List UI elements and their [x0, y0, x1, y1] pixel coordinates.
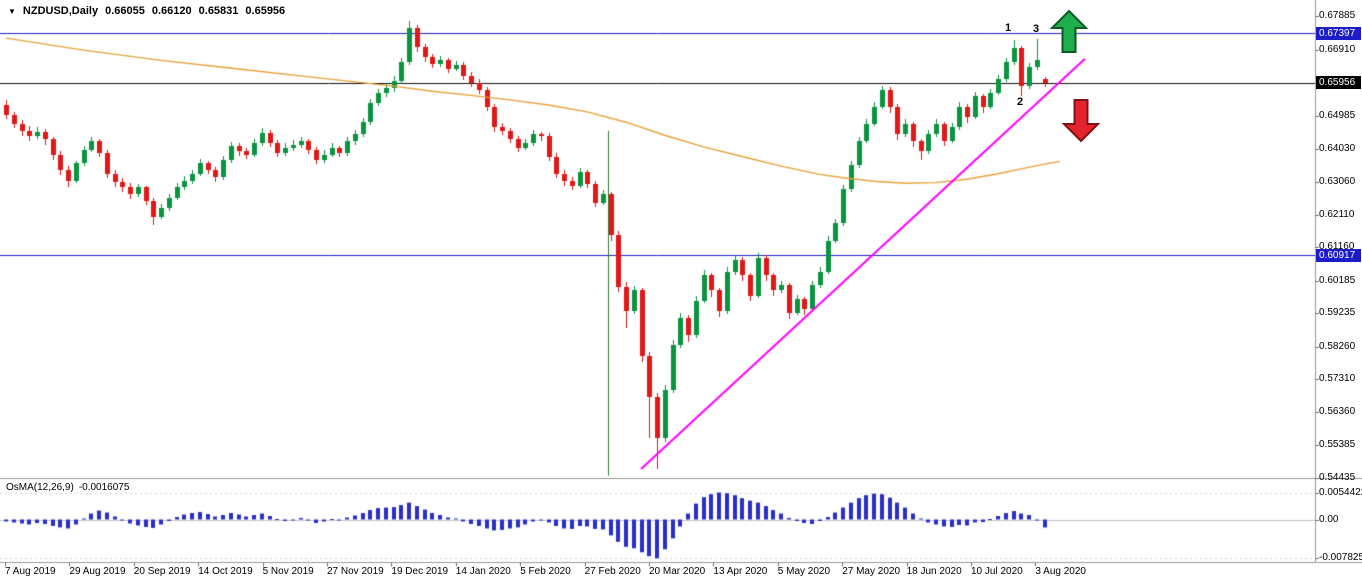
osma-indicator-label: OsMA(12,26,9) -0.0016075	[6, 482, 129, 493]
price-axis-label: 0.66910	[1319, 43, 1356, 55]
price-axis-label: 0.64985	[1319, 109, 1356, 121]
close-value: 0.65956	[245, 5, 286, 17]
time-axis-label: 5 Feb 2020	[520, 566, 571, 577]
price-axis-label: 0.59235	[1319, 307, 1356, 319]
time-axis-label: 20 Sep 2019	[133, 566, 191, 577]
low-value: 0.65831	[198, 5, 239, 17]
time-axis-label: 20 Mar 2020	[649, 566, 706, 577]
time-axis-label: 10 Jul 2020	[971, 566, 1023, 577]
price-axis-label: 0.62110	[1319, 208, 1355, 220]
indicator-axis-label: 0.0054422	[1319, 486, 1362, 498]
price-axis-label: 0.61160	[1319, 241, 1355, 253]
time-axis-label: 14 Oct 2019	[198, 566, 253, 577]
high-value: 0.66120	[151, 5, 192, 17]
chart-shift-marker-icon: ▼	[8, 6, 16, 16]
indicator-axis-label: -0.0078255	[1319, 552, 1362, 564]
osma-name: OsMA(12,26,9)	[6, 482, 74, 493]
down-arrow-icon[interactable]	[1061, 97, 1101, 144]
time-axis-label: 7 Aug 2019	[5, 566, 56, 577]
time-axis-label: 27 Nov 2019	[327, 566, 384, 577]
time-axis-label: 18 Jun 2020	[906, 566, 962, 577]
current-price-badge: 0.65956	[1316, 76, 1361, 90]
open-value: 0.66055	[105, 5, 145, 17]
hline-price-badge: 0.67397	[1316, 26, 1361, 40]
time-axis-label: 14 Jan 2020	[455, 566, 511, 577]
osma-current-value: -0.0016075	[78, 482, 130, 493]
time-axis-label: 13 Apr 2020	[713, 566, 768, 577]
price-axis-label: 0.63060	[1319, 175, 1356, 187]
time-axis-label: 5 May 2020	[777, 566, 831, 577]
time-axis-label: 5 Nov 2019	[262, 566, 314, 577]
time-axis-label: 29 Aug 2019	[69, 566, 126, 577]
price-axis-label: 0.55385	[1319, 439, 1356, 451]
symbol-timeframe-label: NZDUSD,Daily	[22, 5, 99, 17]
annotation-point-label[interactable]: 2	[1017, 96, 1024, 108]
price-axis-label: 0.54435	[1319, 472, 1356, 483]
time-axis-label: 19 Dec 2019	[391, 566, 449, 577]
price-axis-label: 0.60185	[1319, 274, 1356, 286]
price-axis-label: 0.56360	[1319, 405, 1356, 417]
indicator-axis-label: 0.00	[1319, 513, 1339, 525]
hline-price-badge: 0.60917	[1316, 248, 1361, 262]
annotation-point-label[interactable]: 3	[1033, 23, 1040, 35]
price-axis-label: 0.58260	[1319, 340, 1356, 352]
price-axis-label: 0.64030	[1319, 142, 1356, 154]
time-axis-label: 27 May 2020	[842, 566, 901, 577]
time-axis-label: 3 Aug 2020	[1035, 566, 1086, 577]
up-arrow-icon[interactable]	[1049, 8, 1089, 55]
price-axis-label: 0.67885	[1319, 10, 1356, 22]
symbol-ohlc-header: ▼ NZDUSD,Daily 0.66055 0.66120 0.65831 0…	[8, 5, 285, 17]
price-axis-label: 0.57310	[1319, 373, 1356, 385]
time-axis-label: 27 Feb 2020	[584, 566, 641, 577]
annotation-point-label[interactable]: 1	[1005, 22, 1012, 34]
